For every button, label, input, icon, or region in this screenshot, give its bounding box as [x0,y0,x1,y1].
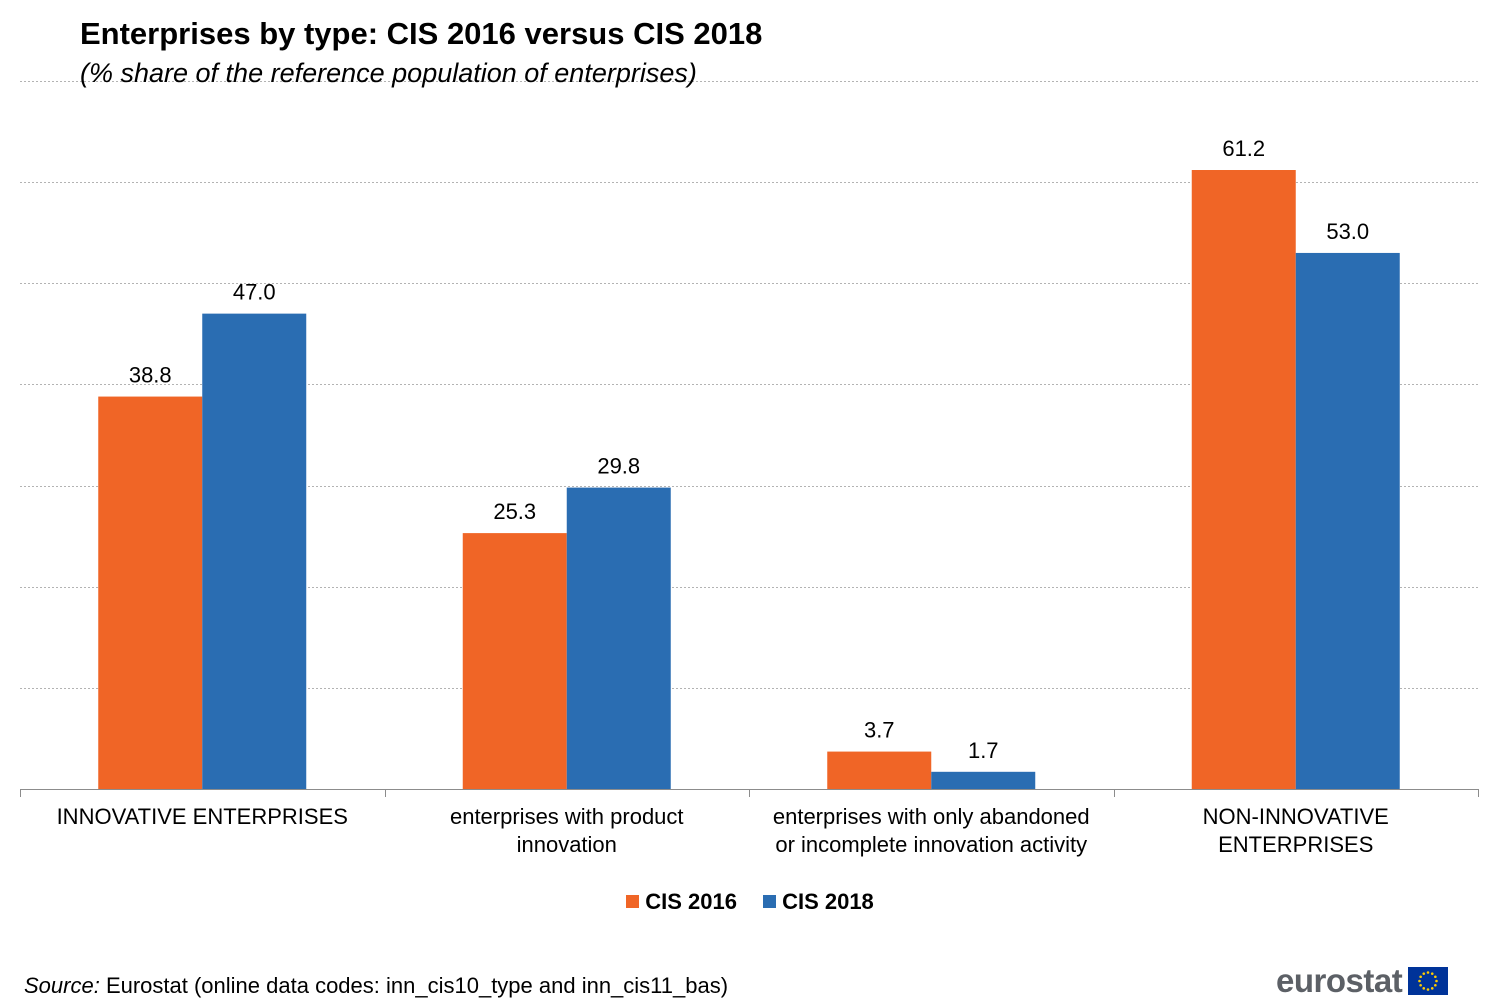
flag-star [1426,988,1430,991]
bar-value-label: 61.2 [1222,136,1265,161]
flag-star [1419,983,1423,987]
flag-star [1434,983,1437,987]
legend-item-cis-2018: CIS 2018 [763,889,874,915]
bar-value-label: 38.8 [129,363,172,388]
eurostat-logo: eurostat [1276,962,1449,999]
bar-value-label: 53.0 [1326,219,1369,244]
legend-label-cis-2018: CIS 2018 [782,888,874,914]
bar-cis-2016 [827,751,932,789]
bar-cis-2016 [1191,170,1296,789]
category-label: INNOVATIVE ENTERPRISES [57,804,348,829]
chart-title: Enterprises by type: CIS 2016 versus CIS… [80,16,763,51]
legend: CIS 2016 CIS 2018 [0,888,1500,915]
flag-star [1418,979,1422,983]
bar-cis-2018 [202,313,307,789]
flag-star [1426,971,1430,974]
legend-swatch-cis-2016 [626,895,640,908]
bar-cis-2016 [98,396,203,789]
bar-cis-2018 [566,487,671,789]
flag-star [1431,972,1434,975]
bars: 38.8 47.0 25.3 29.8 3.7 1.7 61.2 53.0 [98,136,1400,789]
bar-value-label: 1.7 [968,738,999,763]
legend-item-cis-2016: CIS 2016 [626,889,737,915]
flag-star [1422,972,1426,975]
category-label: NON-INNOVATIVE ENTERPRISES [1203,804,1389,857]
legend-label-cis-2016: CIS 2016 [645,888,737,914]
flag-star [1431,987,1434,990]
x-axis: INNOVATIVE ENTERPRISES enterprises with p… [20,789,1479,857]
category-label: enterprises with product innovation [450,804,684,857]
source-text: Eurostat (online data codes: inn_cis10_t… [99,973,729,998]
flag-star [1434,975,1437,979]
flag-star [1435,979,1439,983]
eurostat-logo-text: eurostat [1276,962,1403,999]
bar-value-label: 25.3 [493,499,536,524]
bar-value-label: 3.7 [864,718,895,743]
eu-flag-icon [1408,967,1449,995]
source-label: Source: [24,973,100,998]
legend-swatch-cis-2018 [763,895,777,908]
source-note: Source: Eurostat (online data codes: inn… [24,973,728,999]
flag-star [1422,987,1426,990]
bar-value-label: 47.0 [233,280,276,305]
bar-cis-2018 [931,771,1036,789]
category-label: enterprises with only abandoned or incomp… [773,804,1090,857]
gridlines [20,81,1478,689]
bar-cis-2018 [1295,252,1400,789]
flag-star [1419,975,1423,979]
chart-subtitle: (% share of the reference population of … [80,58,697,88]
bar-value-label: 29.8 [597,454,640,479]
bar-cis-2016 [462,533,567,789]
